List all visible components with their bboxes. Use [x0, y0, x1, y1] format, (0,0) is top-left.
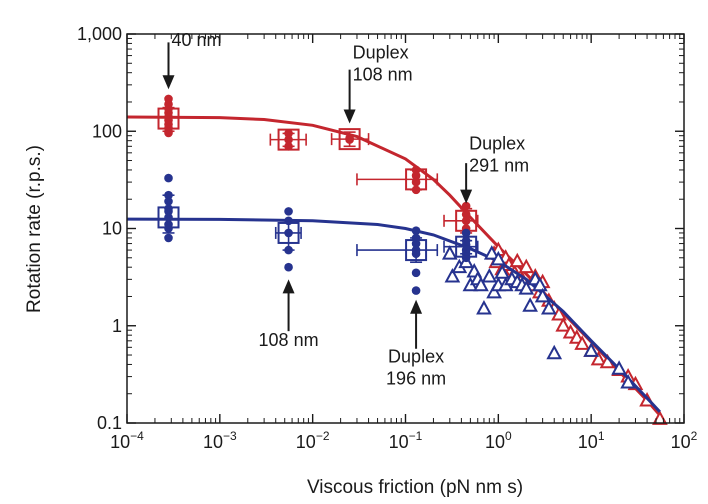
x-tick-label: 10−1: [389, 429, 423, 452]
blue-data-point: [411, 226, 421, 235]
blue-data-point: [164, 173, 173, 183]
blue-triangle-point: [583, 342, 600, 357]
red-mean-square: [277, 128, 300, 151]
blue-triangle-point: [546, 344, 563, 360]
blue-fit-curve: [126, 217, 661, 413]
annotation-label: 291 nm: [469, 155, 529, 175]
annotation: 40 nm: [162, 30, 222, 90]
x-tick-label: 10−2: [296, 429, 330, 452]
x-tick-exponent: 1: [598, 429, 605, 443]
y-tick-label: 1,000: [77, 24, 122, 44]
annotation: 108 nm: [259, 279, 319, 350]
blue-triangle-point: [611, 360, 627, 375]
x-tick-exponent: −2: [316, 429, 330, 443]
blue-triangle-point: [481, 268, 498, 283]
red-mean-square: [405, 168, 428, 191]
blue-data-point: [164, 233, 173, 243]
blue-triangle-point: [518, 280, 535, 295]
annotation-arrow-head: [162, 75, 175, 90]
x-tick-exponent: −4: [130, 429, 144, 443]
x-tick-exponent: −1: [409, 429, 423, 443]
annotation-label: 196 nm: [386, 368, 446, 388]
red-triangle-point: [509, 252, 526, 268]
x-axis-label: Viscous friction (pN nm s): [307, 477, 523, 498]
blue-data-point: [284, 207, 293, 216]
blue-triangle-point: [441, 245, 458, 260]
annotation-label: 108 nm: [259, 330, 319, 350]
x-tick-base: 10: [671, 432, 691, 452]
x-tick-base: 10: [578, 432, 598, 452]
blue-triangle-point: [483, 245, 500, 260]
red-mean-square: [157, 107, 180, 130]
x-tick-label: 102: [671, 429, 698, 452]
red-triangle-point: [518, 258, 535, 274]
x-tick-exponent: 0: [505, 429, 512, 443]
blue-triangle-point: [486, 283, 502, 299]
red-triangle-point: [574, 335, 591, 350]
x-tick-label: 100: [485, 429, 512, 452]
x-tick-base: 10: [203, 432, 223, 452]
blue-data-point: [461, 253, 471, 263]
y-tick-label: 0.1: [97, 413, 122, 433]
blue-mean-square: [157, 206, 180, 229]
blue-triangle-point: [494, 264, 511, 279]
x-tick-base: 10: [296, 432, 316, 452]
y-tick-label: 100: [92, 121, 122, 141]
y-axis-label: Rotation rate (r.p.s.): [24, 145, 45, 313]
annotation-arrow-head: [343, 109, 356, 124]
x-tick-label: 10−3: [203, 429, 237, 452]
blue-triangle-point: [490, 250, 507, 266]
blue-triangle-point: [522, 297, 538, 312]
blue-mean-square: [455, 235, 478, 258]
blue-triangle-point: [531, 276, 548, 292]
annotation-arrow-head: [410, 299, 423, 314]
blue-triangle-point: [534, 287, 551, 303]
annotation-label: Duplex: [353, 42, 409, 62]
blue-triangle-point: [620, 374, 636, 389]
blue-triangle-point: [473, 276, 489, 292]
x-tick-exponent: 2: [691, 429, 698, 443]
annotation-label: Duplex: [388, 346, 444, 366]
blue-triangle-point: [540, 300, 557, 315]
annotation-label: Duplex: [469, 133, 525, 153]
blue-data-point: [284, 262, 293, 272]
blue-data-point: [411, 286, 421, 295]
x-tick-label: 101: [578, 429, 605, 452]
x-tick-base: 10: [485, 432, 505, 452]
x-tick-base: 10: [389, 432, 409, 452]
red-triangle-point: [590, 350, 607, 366]
annotation-arrow-head: [282, 279, 295, 294]
blue-mean-square: [405, 239, 428, 262]
blue-mean-square: [277, 221, 300, 244]
blue-data-point: [411, 268, 421, 278]
x-tick-label: 10−4: [110, 429, 144, 452]
x-tick-exponent: −3: [223, 429, 237, 443]
annotation-arrow-head: [460, 189, 473, 204]
y-tick-label: 1: [112, 316, 122, 336]
red-triangle-point: [562, 324, 579, 339]
annotation-label: 40 nm: [172, 30, 222, 50]
blue-series: [126, 173, 661, 413]
x-tick-base: 10: [110, 432, 130, 452]
red-triangle-point: [555, 317, 572, 332]
blue-triangle-point: [476, 300, 492, 315]
blue-triangle-point: [444, 268, 461, 283]
blue-data-point: [461, 228, 471, 238]
red-mean-square: [338, 128, 361, 151]
y-tick-label: 10: [102, 219, 122, 239]
annotation-label: 108 nm: [353, 64, 413, 84]
